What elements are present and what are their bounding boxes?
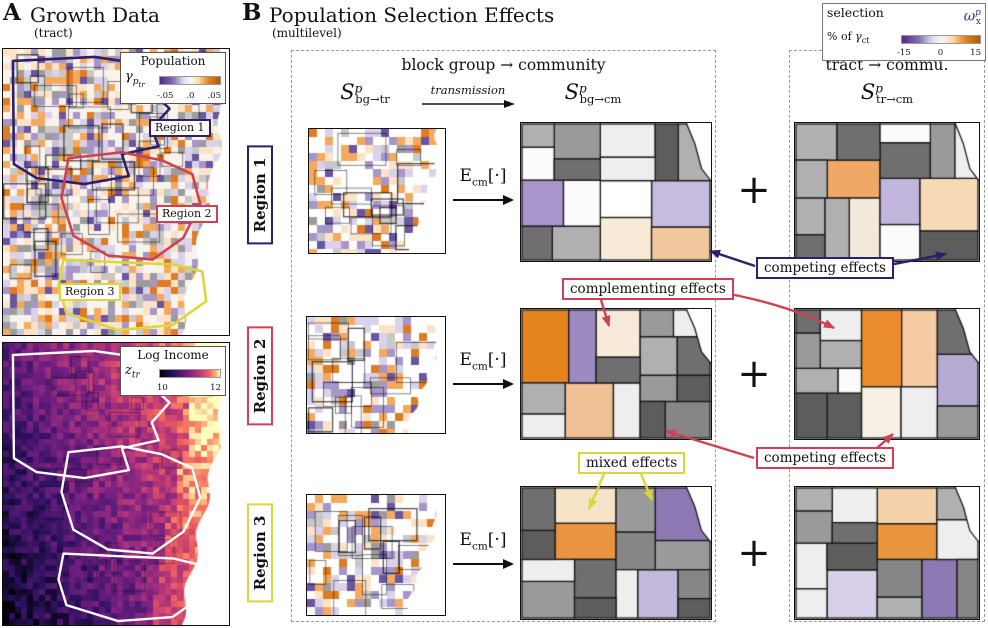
arrow-competing-top-left (709, 249, 756, 268)
region-2-tract-canvas (795, 309, 979, 439)
region-1-blockgroup-canvas (309, 129, 445, 253)
selection-colorbar-ticks: -15 0 15 (897, 47, 981, 58)
income-legend-symbol: ztr (125, 363, 140, 381)
right-box-header: tract → commu. (825, 56, 949, 74)
region-1-community-canvas (521, 123, 711, 261)
region-1-blockgroup-map (308, 128, 446, 254)
left-box-header: block group → community (401, 56, 606, 74)
income-colorbar (159, 368, 221, 378)
transmission-label: transmission (430, 83, 506, 97)
income-map: Log Income ztr 10 12 (2, 342, 230, 626)
selection-legend: selection ωpx % of γct -15 0 15 (822, 3, 986, 61)
panel-a-letter: A (3, 0, 21, 26)
block-group-panel-box (291, 50, 716, 622)
plus-sign-3: + (737, 530, 771, 576)
expectation-arrow-1 (453, 195, 514, 206)
region-2-community-canvas (521, 309, 711, 439)
region-1-label: Region 1 (149, 119, 211, 137)
selection-legend-pct: % of γct (827, 30, 870, 46)
region-2-community-map (520, 308, 712, 440)
income-colorbar-ticks: 10 12 (157, 382, 221, 393)
selection-legend-line1: selection (827, 5, 884, 20)
omega-symbol: ωpx (963, 8, 981, 28)
transmission-arrow-group: transmission (418, 84, 518, 115)
row-label-region-1: Region 1 (247, 145, 273, 245)
expectation-arrow-2 (453, 379, 514, 390)
region-2-blockgroup-canvas (307, 317, 445, 433)
panel-b-letter: B (242, 0, 262, 26)
row-label-region-2: Region 2 (247, 326, 273, 426)
plus-sign-2: + (737, 351, 771, 397)
map-symbol-tr-to-cm: Sptr→cm (860, 80, 914, 107)
map-symbol-bg-to-tr: Spbg→tr (340, 80, 390, 107)
region-3-tract-canvas (795, 487, 979, 619)
transmission-arrow (422, 100, 515, 108)
growth-map: Population γptr -.05 .0 .05 Region 1 Reg… (2, 48, 230, 336)
region-3-community-map (520, 486, 712, 620)
region-1-community-map (520, 122, 712, 262)
region-3-label: Region 3 (59, 283, 121, 301)
panel-b-subtitle: (multilevel) (272, 26, 342, 40)
region-3-blockgroup-canvas (307, 495, 445, 615)
annotation-complementing: complementing effects (562, 278, 734, 300)
annotation-mixed: mixed effects (578, 452, 686, 474)
expectation-operator-1: Ecm[·] (447, 167, 519, 211)
annotation-competing-bottom: competing effects (756, 447, 894, 469)
selection-colorbar (901, 35, 981, 45)
region-3-community-canvas (521, 487, 711, 619)
row-label-region-3: Region 3 (247, 503, 273, 603)
growth-legend-symbol: γptr (125, 69, 145, 89)
income-legend-title: Log Income (137, 348, 209, 362)
expectation-operator-3: Ecm[·] (447, 531, 519, 575)
expectation-arrow-3 (453, 559, 514, 570)
region-2-tract-map (794, 308, 980, 440)
region-3-tract-map (794, 486, 980, 620)
plus-sign-1: + (737, 167, 771, 213)
annotation-competing-top: competing effects (756, 257, 894, 279)
growth-colorbar-ticks: -.05 .0 .05 (157, 91, 221, 102)
expectation-operator-2: Ecm[·] (447, 351, 519, 395)
growth-legend-title: Population (140, 54, 206, 68)
region-1-tract-map (794, 122, 980, 262)
region-2-label: Region 2 (156, 205, 218, 223)
growth-colorbar (159, 76, 221, 86)
map-symbol-bg-to-cm: Spbg→cm (564, 80, 622, 107)
region-2-blockgroup-map (306, 316, 446, 434)
growth-legend: Population γptr -.05 .0 .05 (120, 52, 226, 105)
panel-a-title: Growth Data (30, 3, 160, 27)
panel-a-subtitle: (tract) (34, 26, 73, 40)
panel-b-title: Population Selection Effects (269, 3, 555, 27)
region-1-tract-canvas (795, 123, 979, 261)
income-legend: Log Income ztr 10 12 (120, 346, 226, 396)
region-3-blockgroup-map (306, 494, 446, 616)
